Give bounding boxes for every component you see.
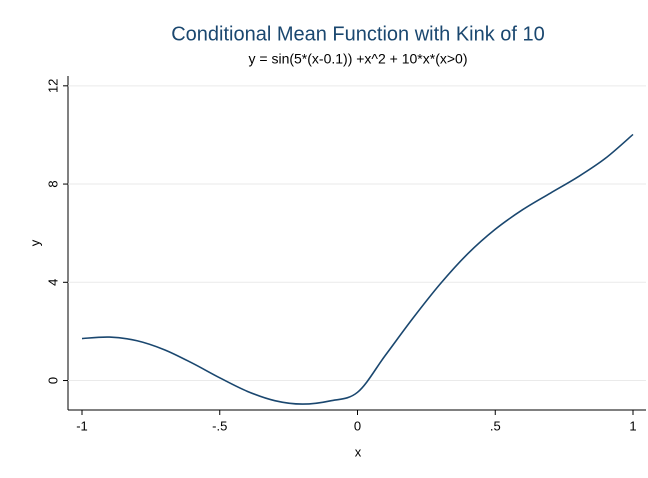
y-axis-label: y: [27, 239, 42, 246]
x-tick-label: -.5: [212, 418, 227, 433]
x-tick-label: 0: [354, 418, 361, 433]
x-tick-label: -1: [76, 418, 88, 433]
x-tick-label: .5: [490, 418, 501, 433]
y-tick-label: 4: [45, 279, 60, 286]
y-tick-label: 8: [45, 180, 60, 187]
x-axis-label: x: [355, 444, 362, 459]
chart-subtitle: y = sin(5*(x-0.1)) +x^2 + 10*x*(x>0): [249, 51, 468, 67]
line-series: [81, 133, 634, 405]
y-tick-label: 12: [45, 79, 60, 93]
chart-title: Conditional Mean Function with Kink of 1…: [171, 23, 545, 45]
y-tick-label: 0: [45, 377, 60, 384]
x-tick-label: 1: [629, 418, 636, 433]
